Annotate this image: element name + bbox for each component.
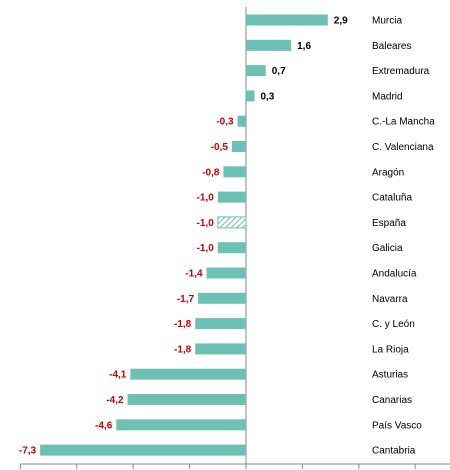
bar — [130, 368, 246, 380]
bar — [246, 14, 328, 26]
bar — [217, 216, 247, 229]
category-label: Baleares — [372, 41, 411, 52]
category-label: Extremadura — [372, 66, 430, 77]
bar — [223, 166, 246, 178]
bar — [116, 419, 246, 431]
value-label: -1,8 — [174, 344, 192, 355]
bar — [195, 318, 246, 330]
category-label: Navarra — [372, 294, 408, 305]
category-label: Cantabria — [372, 446, 416, 457]
category-label: España — [372, 218, 406, 229]
value-label: 1,6 — [297, 41, 311, 52]
value-label: -4,1 — [109, 370, 127, 381]
value-label: -1,0 — [197, 193, 215, 204]
category-label: Canarias — [372, 395, 412, 406]
category-label: La Rioja — [372, 344, 409, 355]
category-label: Murcia — [372, 16, 402, 27]
bar — [217, 191, 246, 203]
bar — [246, 65, 266, 77]
value-label: -4,6 — [95, 420, 113, 431]
value-label: -0,8 — [202, 167, 220, 178]
value-label: 2,9 — [334, 16, 348, 27]
category-label: Aragón — [372, 167, 404, 178]
bar — [231, 141, 246, 152]
category-label: C.-La Mancha — [372, 117, 435, 128]
bar — [40, 444, 246, 456]
category-label: Cataluña — [372, 193, 412, 204]
value-label: 0,3 — [260, 91, 274, 102]
bar — [237, 115, 246, 127]
bar — [195, 343, 246, 355]
plot-area: 2,9 Murcia 1,6 Baleares 0,7 Extremadura 0,3 Mad… — [19, 7, 450, 469]
category-label: Asturias — [372, 370, 408, 381]
bar — [246, 90, 255, 102]
value-label: -0,3 — [216, 117, 234, 128]
value-label: 0,7 — [272, 66, 286, 77]
value-label: -1,8 — [174, 319, 192, 330]
category-label: C. Valenciana — [372, 142, 434, 153]
value-label: -4,2 — [106, 395, 124, 406]
value-label: -1,4 — [185, 269, 203, 280]
category-label: Madrid — [372, 91, 403, 102]
category-label: Galicia — [372, 243, 403, 254]
bar — [206, 267, 246, 279]
bar — [127, 394, 246, 405]
value-label: -1,7 — [177, 294, 195, 305]
bar — [198, 292, 246, 304]
category-label: Andalucía — [372, 269, 417, 280]
category-label: C. y León — [372, 319, 415, 330]
value-label: -0,5 — [211, 142, 229, 153]
value-label: -1,0 — [197, 243, 215, 254]
bar — [246, 39, 292, 51]
bar — [217, 242, 246, 254]
value-label: -1,0 — [197, 218, 215, 229]
category-label: País Vasco — [372, 420, 422, 431]
value-label: -7,3 — [19, 446, 37, 457]
